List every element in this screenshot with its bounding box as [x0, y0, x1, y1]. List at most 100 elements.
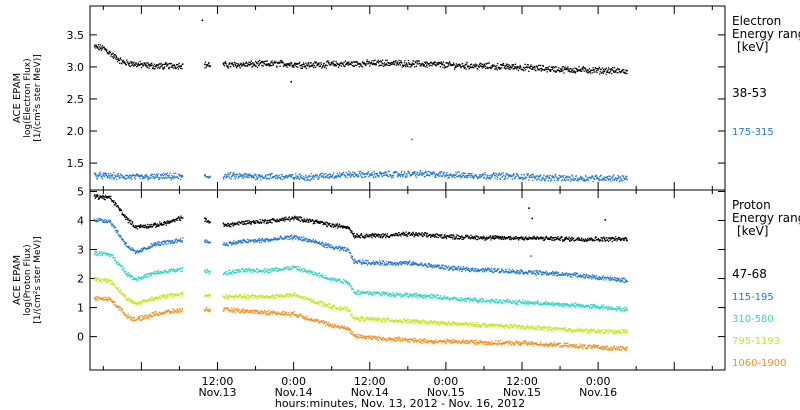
data-point [231, 273, 233, 275]
data-point [227, 269, 230, 271]
data-point [386, 233, 389, 235]
data-point [470, 234, 472, 236]
data-point [342, 173, 344, 176]
data-point [148, 65, 151, 67]
data-point [272, 270, 275, 272]
data-point [569, 180, 572, 182]
data-point [205, 218, 207, 220]
data-point [549, 176, 551, 178]
data-point [164, 222, 167, 224]
data-point [591, 69, 593, 71]
data-point [311, 271, 314, 273]
data-point [155, 174, 157, 176]
data-point [529, 67, 531, 69]
data-point [310, 241, 313, 243]
data-point [163, 177, 165, 179]
data-point [530, 68, 533, 70]
data-point [536, 179, 538, 181]
data-point [168, 270, 170, 272]
data-point [611, 73, 613, 75]
data-point [148, 224, 151, 226]
data-point [256, 240, 259, 243]
data-point [230, 271, 232, 273]
data-point [165, 240, 167, 242]
data-point [301, 237, 303, 239]
data-point [597, 278, 600, 281]
data-point [334, 246, 337, 248]
data-point [305, 269, 307, 271]
data-point [525, 271, 527, 273]
data-point [454, 267, 457, 269]
data-point [226, 176, 228, 178]
data-point [528, 238, 530, 240]
data-point [390, 64, 392, 66]
data-point [509, 272, 511, 274]
data-point [509, 175, 511, 177]
data-point [598, 68, 600, 70]
data-point [531, 237, 533, 239]
data-point [288, 236, 290, 238]
data-point [171, 268, 173, 270]
data-point [93, 46, 96, 48]
data-point [174, 221, 176, 223]
data-point [207, 220, 210, 223]
data-point [622, 180, 624, 182]
data-point [563, 240, 565, 242]
data-point [320, 172, 322, 175]
data-point [616, 277, 619, 280]
data-point [574, 272, 576, 274]
data-point [339, 247, 342, 249]
data-point [374, 63, 376, 65]
data-point [114, 201, 116, 204]
data-point [513, 67, 516, 69]
data-point [370, 174, 372, 176]
data-point [104, 252, 106, 254]
data-point [414, 262, 416, 264]
data-point [112, 256, 114, 259]
data-point [466, 177, 468, 179]
data-point [124, 62, 126, 64]
data-point [582, 275, 584, 277]
data-point [326, 243, 328, 245]
data-point [399, 174, 401, 176]
data-point [606, 70, 608, 72]
data-point [251, 176, 253, 179]
data-point [474, 237, 477, 239]
data-point [619, 237, 621, 239]
data-point [110, 174, 112, 176]
data-point [394, 234, 396, 237]
data-point [594, 175, 596, 177]
data-point [606, 177, 608, 179]
data-point [295, 218, 298, 220]
data-point [224, 243, 226, 245]
data-point [594, 276, 596, 278]
data-point [340, 174, 342, 176]
data-point [508, 176, 510, 178]
data-point [356, 262, 358, 264]
data-point [316, 176, 318, 178]
data-point [314, 222, 316, 225]
data-point [271, 65, 273, 67]
data-point [172, 175, 174, 178]
data-point [335, 65, 338, 67]
data-point [96, 178, 98, 180]
data-point [338, 174, 340, 176]
data-point [435, 65, 437, 67]
data-point [599, 278, 601, 281]
data-point [414, 175, 417, 177]
data-point [451, 236, 453, 238]
data-point [171, 174, 173, 176]
data-point [108, 176, 110, 179]
data-point [609, 178, 612, 181]
data-point [312, 219, 314, 222]
data-point [410, 234, 412, 236]
data-point [454, 268, 456, 270]
data-point [455, 66, 457, 68]
data-point [340, 61, 342, 64]
data-point [178, 173, 180, 175]
data-point [267, 174, 269, 176]
data-point [334, 248, 336, 250]
data-point [471, 172, 473, 175]
data-point [499, 177, 501, 180]
data-point [110, 223, 112, 225]
